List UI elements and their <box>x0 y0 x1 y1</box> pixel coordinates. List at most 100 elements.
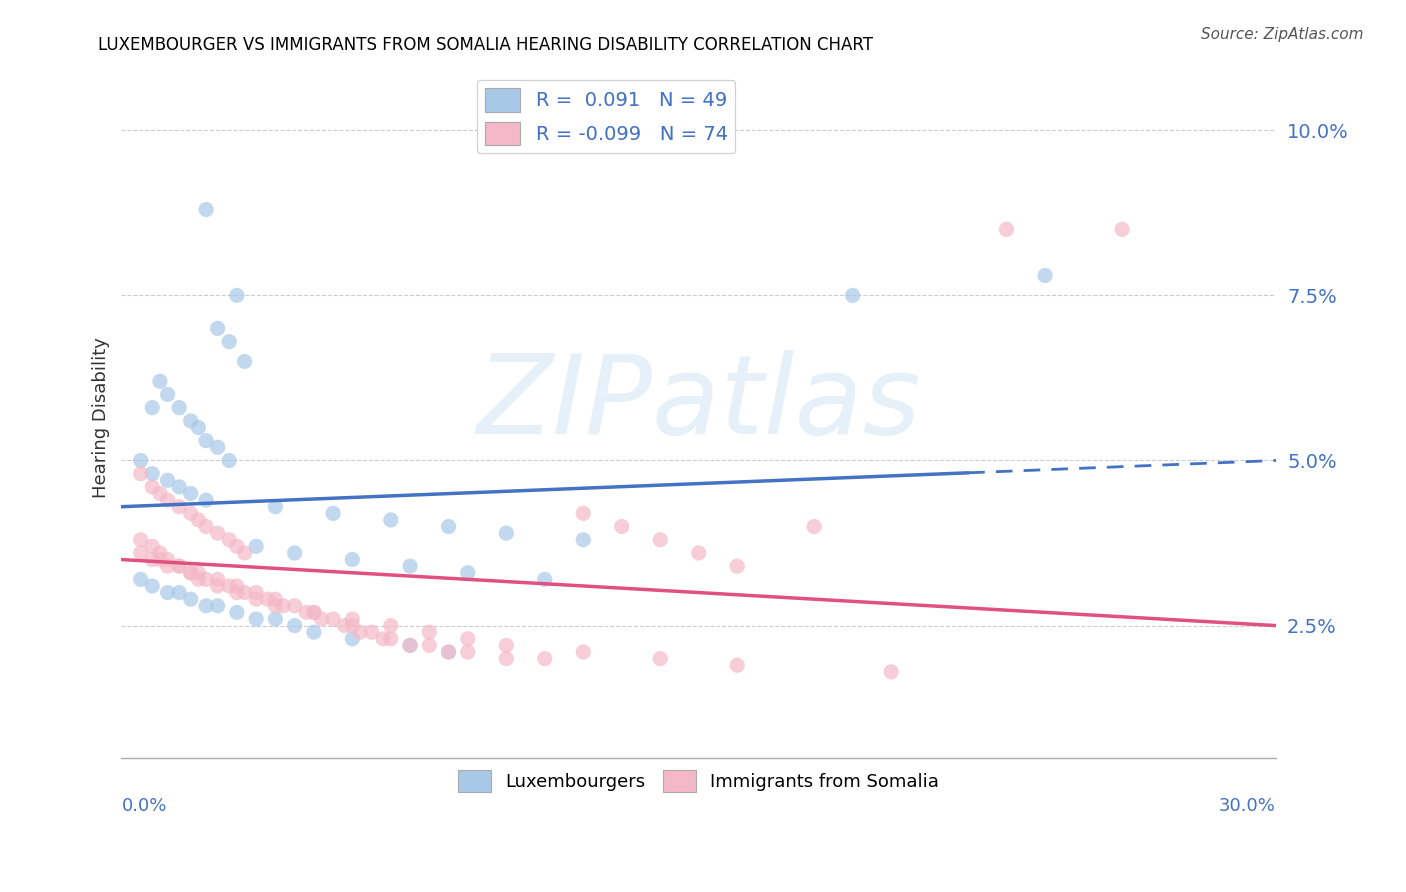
Point <box>264 500 287 514</box>
Point <box>311 612 333 626</box>
Point <box>437 645 460 659</box>
Point <box>129 533 152 547</box>
Point <box>264 592 287 607</box>
Point <box>572 533 595 547</box>
Point <box>218 579 240 593</box>
Point <box>264 612 287 626</box>
Point <box>187 573 209 587</box>
Point <box>342 552 364 566</box>
Point <box>841 288 863 302</box>
Point <box>342 618 364 632</box>
Point <box>302 606 325 620</box>
Point <box>1033 268 1056 283</box>
Text: Source: ZipAtlas.com: Source: ZipAtlas.com <box>1201 27 1364 42</box>
Point <box>225 585 247 599</box>
Point <box>129 453 152 467</box>
Point <box>141 467 163 481</box>
Point <box>225 539 247 553</box>
Point <box>233 585 256 599</box>
Point <box>207 526 229 541</box>
Point <box>533 651 555 665</box>
Point <box>245 592 267 607</box>
Point <box>180 592 202 607</box>
Point <box>180 566 202 580</box>
Point <box>256 592 278 607</box>
Point <box>533 573 555 587</box>
Point <box>195 519 218 533</box>
Point <box>225 579 247 593</box>
Point <box>650 651 672 665</box>
Point <box>1111 222 1133 236</box>
Point <box>437 645 460 659</box>
Point <box>495 651 517 665</box>
Point <box>803 519 825 533</box>
Point <box>457 566 479 580</box>
Point <box>167 559 190 574</box>
Point <box>167 559 190 574</box>
Point <box>688 546 710 560</box>
Text: 30.0%: 30.0% <box>1219 797 1277 814</box>
Point <box>725 658 748 673</box>
Point <box>167 480 190 494</box>
Point <box>572 506 595 520</box>
Point <box>302 606 325 620</box>
Point <box>284 546 307 560</box>
Point <box>141 579 163 593</box>
Point <box>207 573 229 587</box>
Point <box>195 202 218 217</box>
Point <box>322 506 344 520</box>
Point <box>342 612 364 626</box>
Point <box>167 500 190 514</box>
Point <box>167 585 190 599</box>
Point <box>141 539 163 553</box>
Point <box>349 625 371 640</box>
Point <box>129 573 152 587</box>
Point <box>187 513 209 527</box>
Point <box>156 493 179 508</box>
Point <box>284 618 307 632</box>
Point <box>187 566 209 580</box>
Point <box>156 473 179 487</box>
Point <box>129 546 152 560</box>
Point <box>218 334 240 349</box>
Point <box>195 599 218 613</box>
Point <box>380 513 402 527</box>
Point <box>180 566 202 580</box>
Point <box>141 552 163 566</box>
Point <box>322 612 344 626</box>
Point <box>418 625 440 640</box>
Point <box>233 354 256 368</box>
Legend: R =  0.091   N = 49, R = -0.099   N = 74: R = 0.091 N = 49, R = -0.099 N = 74 <box>477 80 735 153</box>
Point <box>225 288 247 302</box>
Point <box>333 618 356 632</box>
Point <box>149 486 172 500</box>
Point <box>650 533 672 547</box>
Point <box>141 401 163 415</box>
Point <box>264 599 287 613</box>
Point <box>380 632 402 646</box>
Point <box>180 414 202 428</box>
Point <box>360 625 382 640</box>
Point <box>149 546 172 560</box>
Point <box>399 559 422 574</box>
Point <box>342 632 364 646</box>
Point <box>149 552 172 566</box>
Point <box>218 453 240 467</box>
Point <box>725 559 748 574</box>
Point <box>141 480 163 494</box>
Text: LUXEMBOURGER VS IMMIGRANTS FROM SOMALIA HEARING DISABILITY CORRELATION CHART: LUXEMBOURGER VS IMMIGRANTS FROM SOMALIA … <box>98 36 873 54</box>
Point <box>156 387 179 401</box>
Point <box>129 467 152 481</box>
Point <box>195 493 218 508</box>
Y-axis label: Hearing Disability: Hearing Disability <box>93 337 110 498</box>
Point <box>156 585 179 599</box>
Point <box>495 526 517 541</box>
Point <box>457 645 479 659</box>
Point <box>156 559 179 574</box>
Text: 0.0%: 0.0% <box>121 797 167 814</box>
Point <box>245 539 267 553</box>
Point <box>207 321 229 335</box>
Text: ZIPatlas: ZIPatlas <box>477 351 921 458</box>
Point <box>995 222 1018 236</box>
Point <box>195 434 218 448</box>
